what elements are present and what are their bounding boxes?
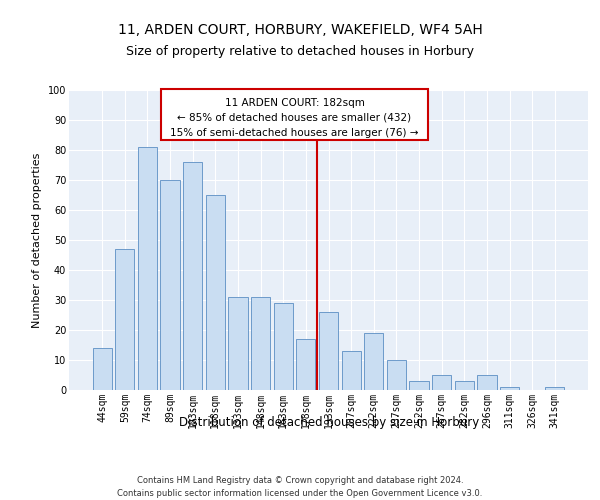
Bar	[500, 387, 519, 390]
Bar	[455, 381, 474, 390]
Text: 11 ARDEN COURT: 182sqm: 11 ARDEN COURT: 182sqm	[224, 98, 364, 108]
Y-axis label: Number of detached properties: Number of detached properties	[32, 152, 42, 328]
Text: Contains HM Land Registry data © Crown copyright and database right 2024.
Contai: Contains HM Land Registry data © Crown c…	[118, 476, 482, 498]
Bar	[183, 162, 202, 390]
Bar	[161, 88, 428, 140]
Bar	[115, 249, 134, 390]
Bar	[160, 180, 180, 390]
Bar	[229, 297, 248, 390]
Bar	[409, 381, 428, 390]
Bar	[545, 387, 565, 390]
Bar	[138, 147, 157, 390]
Bar	[477, 375, 497, 390]
Text: 11, ARDEN COURT, HORBURY, WAKEFIELD, WF4 5AH: 11, ARDEN COURT, HORBURY, WAKEFIELD, WF4…	[118, 22, 482, 36]
Bar	[364, 333, 383, 390]
Bar	[296, 339, 316, 390]
Bar	[274, 303, 293, 390]
Bar	[432, 375, 451, 390]
Bar	[387, 360, 406, 390]
Bar	[341, 351, 361, 390]
Bar	[92, 348, 112, 390]
Bar	[206, 195, 225, 390]
Bar	[319, 312, 338, 390]
Text: Distribution of detached houses by size in Horbury: Distribution of detached houses by size …	[179, 416, 479, 429]
Bar	[251, 297, 270, 390]
Text: Size of property relative to detached houses in Horbury: Size of property relative to detached ho…	[126, 45, 474, 58]
Text: 15% of semi-detached houses are larger (76) →: 15% of semi-detached houses are larger (…	[170, 128, 419, 138]
Text: ← 85% of detached houses are smaller (432): ← 85% of detached houses are smaller (43…	[178, 112, 412, 122]
